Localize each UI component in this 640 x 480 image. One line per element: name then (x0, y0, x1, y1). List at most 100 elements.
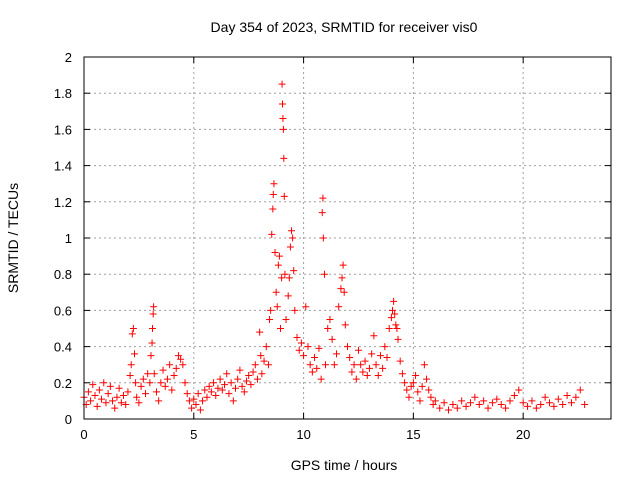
data-point (155, 397, 163, 405)
data-point (111, 404, 119, 412)
data-point (253, 375, 261, 383)
data-point (453, 404, 461, 412)
data-point (133, 393, 141, 401)
data-point (98, 395, 106, 403)
data-point (440, 399, 448, 407)
data-point (320, 270, 328, 278)
data-point (338, 274, 346, 282)
data-point (218, 386, 226, 394)
data-point (144, 370, 152, 378)
data-point (396, 357, 404, 365)
data-point (563, 391, 571, 399)
data-point (131, 350, 139, 358)
data-point (264, 361, 272, 369)
data-point (269, 205, 277, 213)
data-point (267, 306, 275, 314)
plot-frame (83, 56, 612, 420)
data-point (293, 334, 301, 342)
data-point (149, 325, 157, 332)
data-point (466, 399, 474, 407)
data-point (348, 368, 356, 376)
data-point (475, 401, 483, 409)
data-point (251, 361, 259, 369)
y-tick-label: 1 (65, 231, 72, 246)
data-point (370, 332, 378, 340)
data-point (274, 261, 282, 269)
data-point (236, 366, 244, 374)
data-point (418, 382, 426, 390)
data-point (436, 404, 444, 412)
y-axis-label: SRMTID / TECUs (5, 183, 21, 293)
data-point (387, 314, 395, 322)
data-point (288, 227, 296, 235)
data-point (519, 399, 527, 407)
data-point (488, 399, 496, 407)
y-tick-label: 1.4 (54, 159, 72, 174)
data-point (304, 343, 312, 351)
data-point (216, 375, 224, 383)
data-point (401, 379, 409, 387)
data-point (449, 401, 457, 409)
data-point (431, 397, 439, 405)
data-point (229, 397, 237, 405)
data-point (147, 352, 155, 360)
data-point (414, 388, 422, 396)
data-point (166, 361, 174, 369)
data-point (249, 368, 257, 376)
x-tick-label: 20 (516, 427, 530, 442)
data-point (515, 386, 523, 394)
data-point (188, 404, 196, 412)
data-point (289, 234, 297, 242)
data-point (232, 384, 240, 392)
data-point (339, 261, 347, 269)
data-point (199, 397, 207, 405)
data-point (148, 339, 156, 347)
data-point (412, 372, 420, 380)
data-point (113, 393, 121, 401)
data-point (300, 352, 308, 360)
data-point (445, 406, 453, 414)
data-point (291, 306, 299, 314)
data-point (333, 350, 341, 358)
data-point (210, 379, 218, 387)
data-point (242, 377, 250, 385)
data-point (270, 180, 278, 188)
data-point (528, 397, 536, 405)
data-point (135, 399, 143, 407)
data-point (278, 80, 286, 88)
data-point (104, 390, 112, 398)
data-point (260, 357, 268, 365)
data-point (128, 330, 136, 338)
x-axis-label: GPS time / hours (291, 457, 398, 473)
data-point (322, 361, 330, 369)
data-point (393, 325, 401, 332)
data-point (550, 402, 558, 410)
data-point (471, 393, 479, 401)
data-point (132, 379, 140, 387)
data-point (392, 321, 400, 329)
data-point (122, 401, 130, 409)
grid (84, 57, 611, 419)
axis-ticks: 0 5 10 15 20 0 0.2 0.4 0.6 0.8 1 1.2 1.4 1.6 1.8 2 (54, 50, 611, 442)
y-tick-label: 1.6 (54, 122, 72, 137)
data-point (281, 270, 289, 278)
data-point (247, 381, 255, 389)
data-point (194, 390, 202, 398)
data-point (319, 234, 327, 242)
data-point (372, 361, 380, 369)
data-point (462, 402, 470, 410)
data-point (357, 361, 365, 369)
data-point (306, 361, 314, 369)
data-point (425, 386, 433, 394)
data-point (87, 397, 95, 405)
data-point (179, 361, 187, 369)
data-point (127, 361, 135, 369)
data-point (398, 370, 406, 378)
data-point (429, 401, 437, 409)
data-point (190, 395, 198, 403)
data-point (409, 379, 417, 387)
data-point (541, 393, 549, 401)
data-point (391, 310, 399, 318)
data-point (168, 386, 176, 394)
